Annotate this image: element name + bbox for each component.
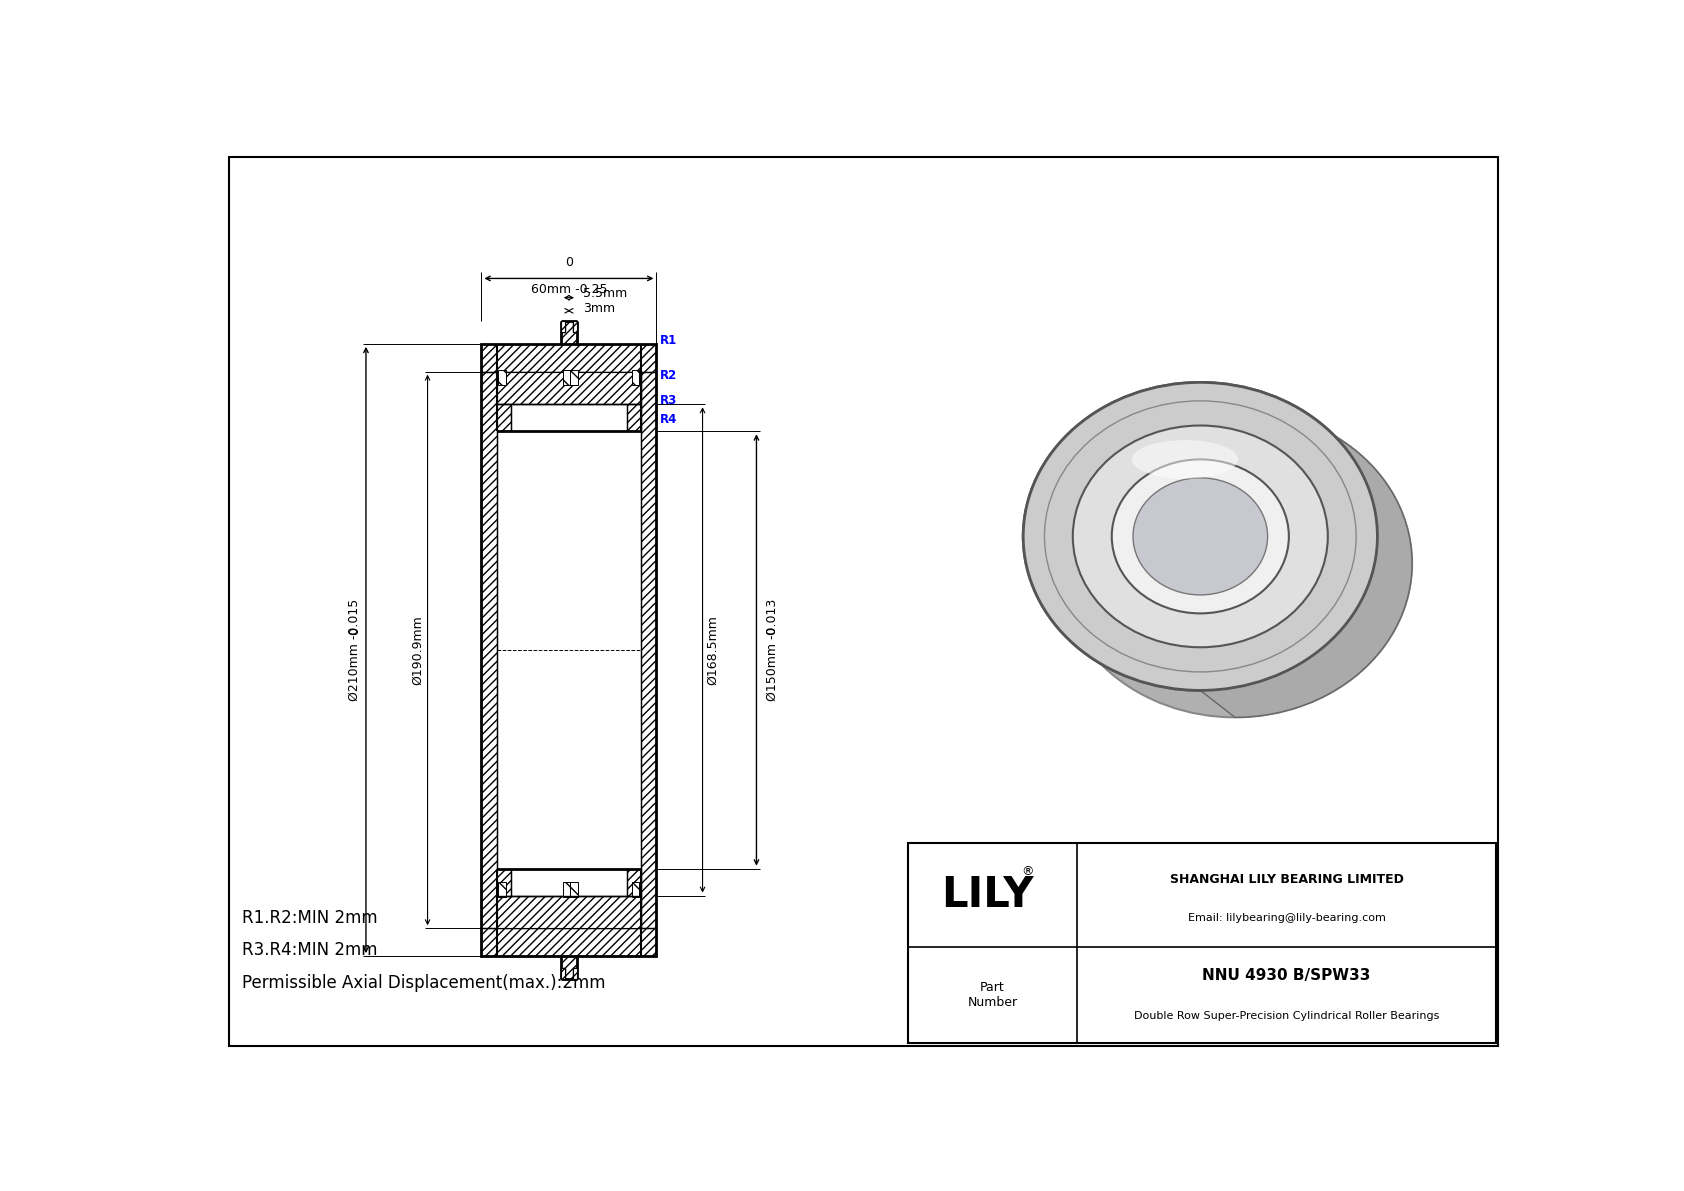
Text: R4: R4 [660,413,677,426]
Bar [498,370,507,385]
Text: 5.5mm: 5.5mm [583,287,628,300]
Bar [562,883,571,897]
Bar [642,372,657,928]
Text: 0: 0 [349,626,360,635]
Text: Ø168.5mm: Ø168.5mm [706,615,719,685]
Ellipse shape [1111,460,1288,613]
Text: Ø210mm -0.015: Ø210mm -0.015 [349,599,360,701]
Bar [562,370,571,385]
Polygon shape [1201,382,1411,717]
Ellipse shape [1133,478,1268,596]
Text: LILY: LILY [941,874,1034,916]
Ellipse shape [1024,382,1378,691]
Bar [561,320,564,332]
Text: R1.R2:MIN 2mm: R1.R2:MIN 2mm [242,909,377,927]
Bar [626,868,642,896]
Bar [573,967,578,979]
Bar [561,320,578,344]
Bar [482,344,657,372]
Bar [498,883,507,897]
Ellipse shape [1058,410,1413,717]
Bar [561,967,564,979]
Bar [482,372,497,928]
Bar [908,843,1495,1043]
Bar [482,344,657,956]
Text: Ø190.9mm: Ø190.9mm [411,615,424,685]
Bar [497,868,510,896]
Ellipse shape [1024,382,1378,691]
Text: Permissible Axial Displacement(max.):2mm: Permissible Axial Displacement(max.):2mm [242,974,605,992]
Bar [482,928,657,956]
Bar [497,896,642,928]
Text: R2: R2 [660,369,677,382]
Text: ®: ® [1021,866,1034,879]
Bar [561,956,578,979]
Text: 3mm: 3mm [583,303,615,314]
Bar [626,405,642,431]
Text: Part
Number: Part Number [967,981,1017,1009]
Text: 60mm -0.25: 60mm -0.25 [530,283,608,297]
Text: R3: R3 [660,394,677,407]
Bar [571,370,578,385]
Bar [571,883,578,897]
Bar [632,883,640,897]
Bar [497,372,642,405]
Text: Email: lilybearing@lily-bearing.com: Email: lilybearing@lily-bearing.com [1187,912,1386,923]
Text: NNU 4930 B/SPW33: NNU 4930 B/SPW33 [1202,968,1371,984]
Bar [573,320,578,332]
Ellipse shape [1073,425,1327,647]
Text: 0: 0 [564,256,573,269]
Text: R3.R4:MIN 2mm: R3.R4:MIN 2mm [242,941,377,959]
Text: Double Row Super-Precision Cylindrical Roller Bearings: Double Row Super-Precision Cylindrical R… [1133,1011,1440,1021]
Text: SHANGHAI LILY BEARING LIMITED: SHANGHAI LILY BEARING LIMITED [1170,873,1403,886]
Bar [497,405,510,431]
Text: Ø150mm -0.013: Ø150mm -0.013 [765,599,778,701]
Text: 0: 0 [765,626,778,635]
Ellipse shape [1132,441,1238,479]
Text: R1: R1 [660,333,677,347]
Bar [632,370,640,385]
